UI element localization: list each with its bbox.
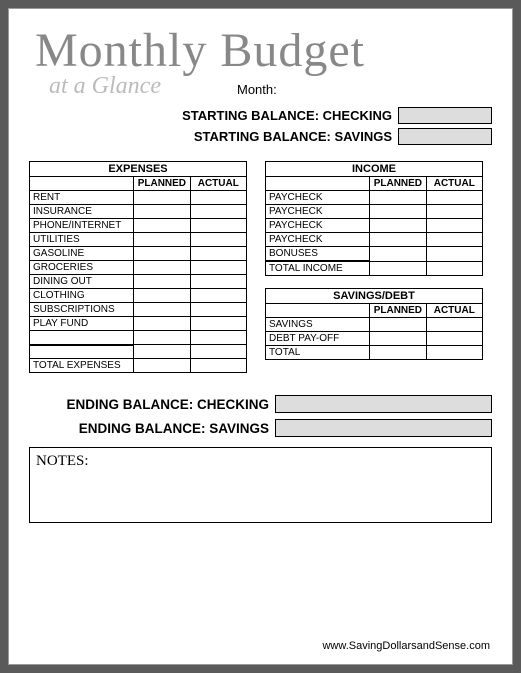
footer-url: www.SavingDollarsandSense.com: [322, 640, 490, 652]
starting-checking-input[interactable]: [398, 107, 492, 124]
expenses-column: EXPENSES PLANNED ACTUAL RENT INSURANCE P…: [29, 161, 247, 373]
ending-savings-input[interactable]: [275, 419, 492, 437]
expenses-actual-header: ACTUAL: [190, 177, 246, 191]
table-row: PLAY FUND: [30, 317, 247, 331]
table-row: GROCERIES: [30, 261, 247, 275]
ending-balance-section: ENDING BALANCE: CHECKING ENDING BALANCE:…: [29, 395, 492, 437]
starting-checking-row: STARTING BALANCE: CHECKING: [29, 107, 492, 124]
income-title: INCOME: [266, 162, 483, 177]
ending-savings-label: ENDING BALANCE: SAVINGS: [29, 421, 269, 436]
table-row: PAYCHECK: [266, 233, 483, 247]
ending-checking-row: ENDING BALANCE: CHECKING: [29, 395, 492, 413]
expenses-title: EXPENSES: [30, 162, 247, 177]
starting-savings-input[interactable]: [398, 128, 492, 145]
table-row: SAVINGS: [266, 318, 483, 332]
ending-savings-row: ENDING BALANCE: SAVINGS: [29, 419, 492, 437]
table-row-total: TOTAL INCOME: [266, 261, 483, 276]
table-row: SUBSCRIPTIONS: [30, 303, 247, 317]
income-actual-header: ACTUAL: [426, 177, 482, 191]
expenses-table: EXPENSES PLANNED ACTUAL RENT INSURANCE P…: [29, 161, 247, 373]
table-row-total: TOTAL EXPENSES: [30, 359, 247, 373]
income-planned-header: PLANNED: [370, 177, 426, 191]
blank-header: [30, 177, 134, 191]
table-row: PAYCHECK: [266, 219, 483, 233]
right-column: INCOME PLANNED ACTUAL PAYCHECK PAYCHECK …: [265, 161, 483, 373]
table-row: [30, 345, 247, 359]
table-row: RENT: [30, 191, 247, 205]
tables-container: EXPENSES PLANNED ACTUAL RENT INSURANCE P…: [29, 161, 492, 373]
table-row: INSURANCE: [30, 205, 247, 219]
starting-checking-label: STARTING BALANCE: CHECKING: [182, 108, 392, 123]
table-row: DEBT PAY-OFF: [266, 332, 483, 346]
ending-checking-input[interactable]: [275, 395, 492, 413]
page-title: Monthly Budget: [35, 27, 492, 75]
table-row-total: TOTAL: [266, 346, 483, 360]
starting-savings-label: STARTING BALANCE: SAVINGS: [194, 129, 392, 144]
table-row: UTILITIES: [30, 233, 247, 247]
expenses-planned-header: PLANNED: [134, 177, 190, 191]
starting-savings-row: STARTING BALANCE: SAVINGS: [29, 128, 492, 145]
savings-debt-table: SAVINGS/DEBT PLANNED ACTUAL SAVINGS DEBT…: [265, 288, 483, 360]
table-row: [30, 331, 247, 345]
table-row: PAYCHECK: [266, 205, 483, 219]
ending-checking-label: ENDING BALANCE: CHECKING: [29, 397, 269, 412]
table-row: PAYCHECK: [266, 191, 483, 205]
month-label: Month:: [237, 82, 492, 97]
income-table: INCOME PLANNED ACTUAL PAYCHECK PAYCHECK …: [265, 161, 483, 276]
savings-debt-title: SAVINGS/DEBT: [266, 289, 483, 304]
starting-balance-section: STARTING BALANCE: CHECKING STARTING BALA…: [29, 107, 492, 145]
notes-box[interactable]: NOTES:: [29, 447, 492, 523]
savings-planned-header: PLANNED: [370, 304, 426, 318]
table-row: DINING OUT: [30, 275, 247, 289]
budget-page: Monthly Budget at a Glance Month: STARTI…: [8, 8, 513, 665]
notes-label: NOTES:: [36, 453, 89, 469]
table-row: CLOTHING: [30, 289, 247, 303]
table-row: BONUSES: [266, 247, 483, 262]
table-row: PHONE/INTERNET: [30, 219, 247, 233]
table-row: GASOLINE: [30, 247, 247, 261]
savings-actual-header: ACTUAL: [426, 304, 482, 318]
